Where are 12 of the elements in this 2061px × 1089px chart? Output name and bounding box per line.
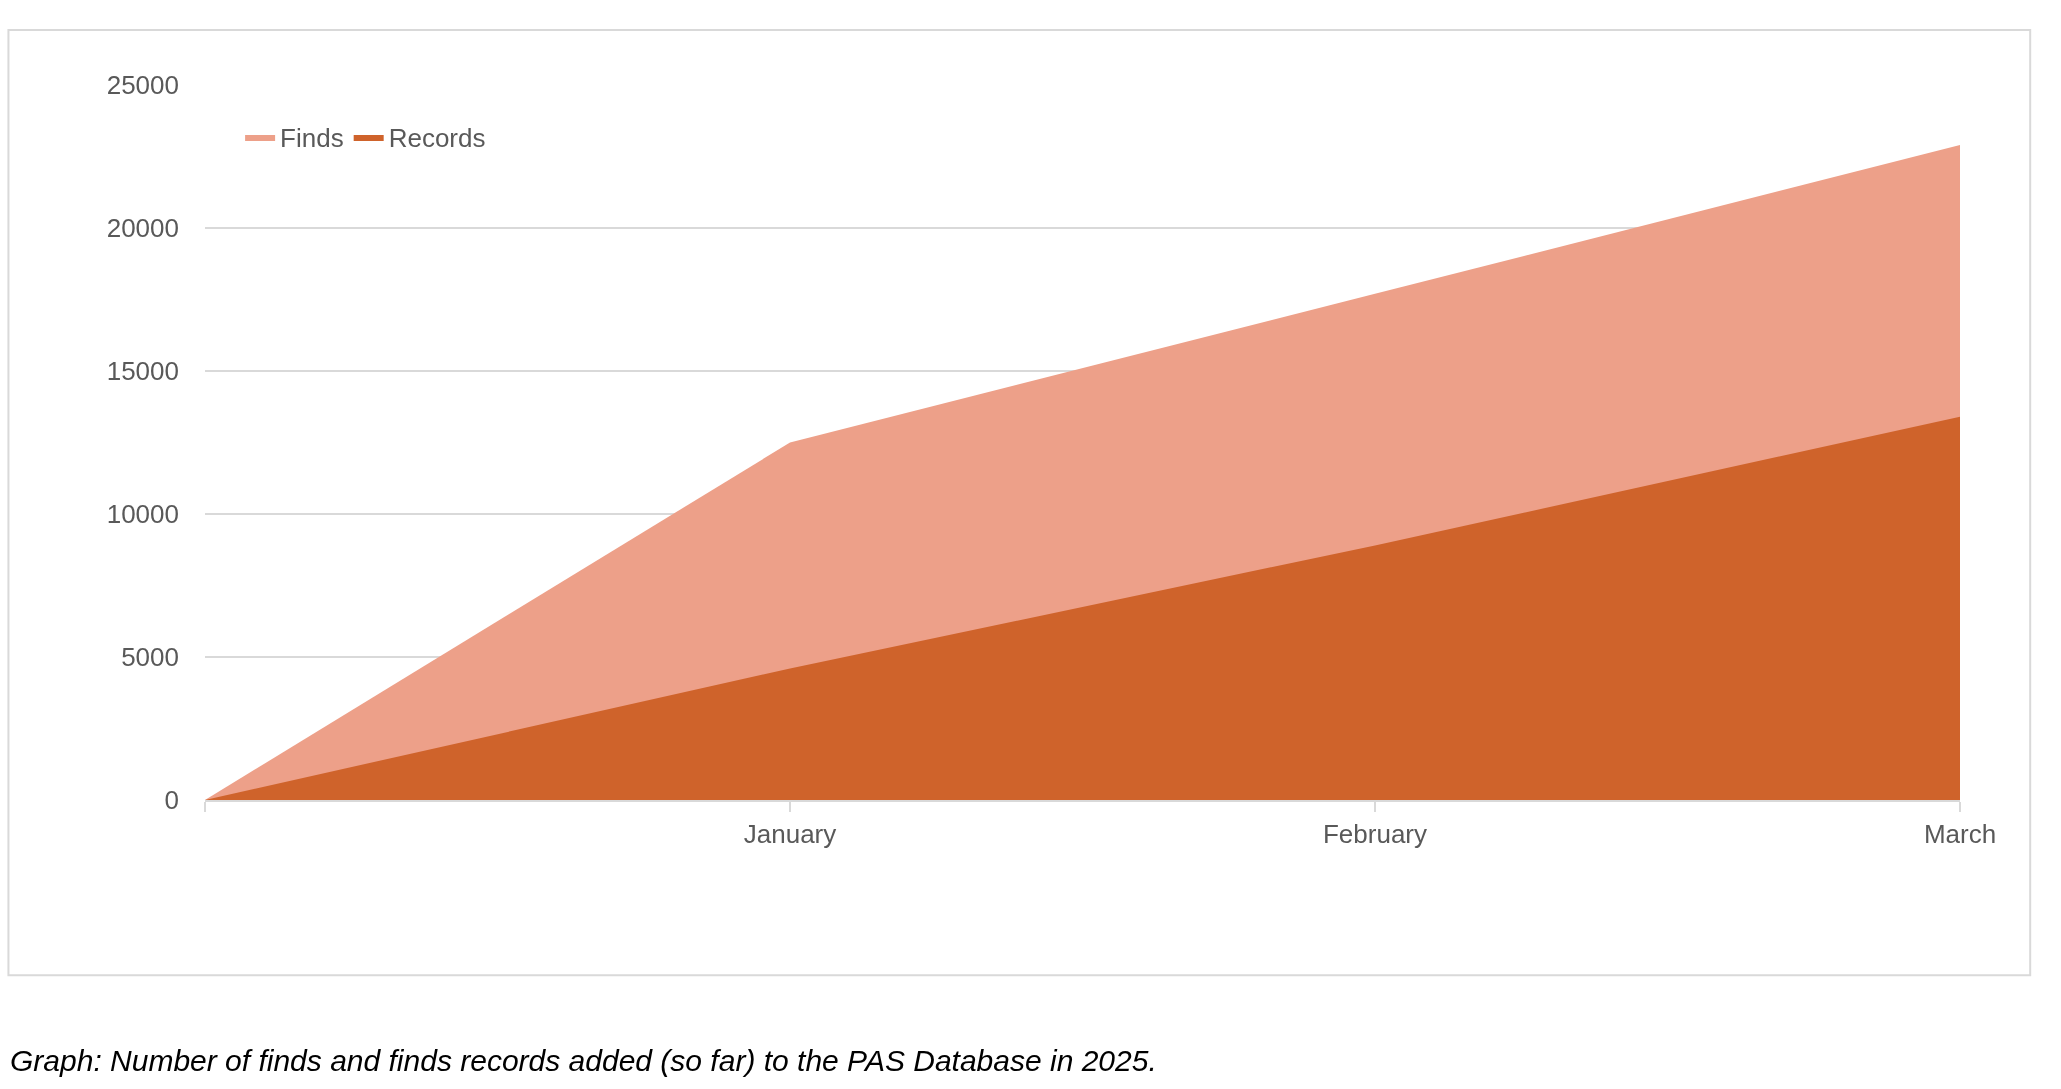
x-tick-label: February (1322, 819, 1428, 850)
text: Graph: Number of finds and finds records added (so far) to the PAS Database in 2025. (10, 1044, 1157, 1077)
y-tick-label: 15000 (106, 356, 179, 387)
y-tick-label: 5000 (121, 642, 179, 673)
x-tick-label: March (1923, 819, 1997, 850)
legend-label: Finds (280, 123, 344, 154)
y-tick-label: 0 (164, 785, 179, 816)
x-tick-label: January (743, 819, 837, 850)
y-tick-label: 20000 (106, 213, 179, 244)
legend-label: Records (388, 123, 486, 154)
y-tick-label: 25000 (106, 70, 179, 101)
y-tick-label: 10000 (106, 499, 179, 530)
